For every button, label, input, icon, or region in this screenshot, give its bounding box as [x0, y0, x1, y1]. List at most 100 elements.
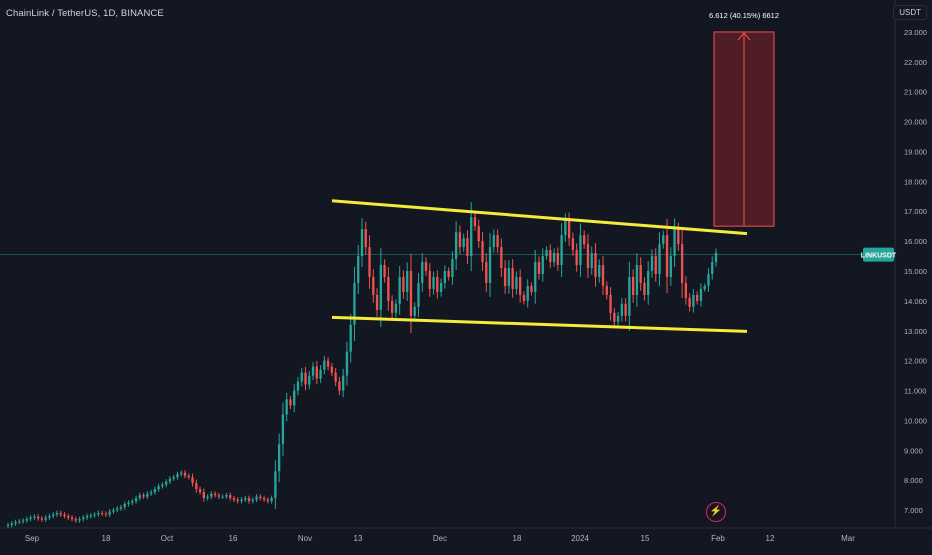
candle-body: [259, 496, 262, 499]
candle-body: [428, 271, 431, 289]
candle-body: [692, 294, 695, 307]
candle-body: [526, 285, 529, 301]
candle-body: [387, 276, 390, 301]
candle-body: [74, 519, 77, 521]
x-tick-label: 13: [354, 534, 363, 543]
candle-body: [624, 303, 627, 316]
candle-body: [161, 484, 164, 487]
candle-body: [10, 523, 13, 526]
candle-body: [82, 517, 85, 520]
candle-body: [270, 498, 273, 502]
candle-body: [168, 478, 172, 482]
candle-body: [153, 489, 157, 493]
candle-body: [29, 517, 32, 520]
candle-body: [503, 268, 507, 286]
candle-body: [357, 256, 360, 283]
candle-body: [688, 297, 691, 307]
x-tick-label: Nov: [298, 534, 312, 543]
candle-body: [225, 495, 228, 497]
currency-button[interactable]: USDT: [893, 5, 927, 20]
candle-body: [707, 274, 710, 286]
candle-body: [519, 276, 522, 295]
candle-body: [131, 501, 134, 503]
candle-body: [59, 513, 62, 515]
candle-body: [360, 229, 364, 257]
candle-body: [424, 262, 428, 272]
price-labels: LINKUSDT: [861, 247, 897, 262]
candle-body: [323, 360, 326, 370]
candle-body: [300, 372, 303, 382]
candle-body: [439, 282, 443, 292]
candle-body: [567, 220, 571, 239]
candle-body: [406, 271, 409, 292]
candle-body: [236, 499, 239, 502]
candle-body: [330, 366, 334, 373]
candle-body: [255, 496, 258, 500]
candle-body: [492, 235, 495, 248]
candle-body: [217, 495, 221, 497]
candle-body: [594, 253, 597, 277]
candle-body: [680, 244, 684, 283]
candle-body: [198, 489, 202, 493]
candle-body: [537, 262, 541, 274]
candle-body: [409, 271, 413, 316]
y-tick-label: 21.000: [904, 88, 927, 97]
candle-body: [447, 271, 450, 277]
price-axis: 7.000 8.000 9.000 10.000 11.000 12.000 13.000 1…: [904, 28, 927, 515]
candle-body: [511, 268, 514, 289]
candle-body: [274, 471, 277, 499]
lower-channel-line: [331, 315, 748, 333]
x-tick-label: 16: [229, 534, 238, 543]
candle-body: [605, 285, 608, 295]
candle-body: [394, 303, 398, 313]
candle-body: [349, 324, 352, 352]
candle-body: [564, 220, 567, 236]
candle-body: [127, 502, 130, 505]
target-arrow-head: [737, 32, 751, 41]
x-tick-label: 12: [766, 534, 775, 543]
candle-body: [375, 294, 379, 310]
candle-body: [97, 513, 100, 515]
time-axis: Sep 18 Oct 16 Nov 13 Dec 18 2024 15 Feb 12 Mar: [25, 534, 855, 543]
x-tick-label: 18: [102, 534, 111, 543]
y-tick-label: 17.000: [904, 207, 927, 216]
candle-body: [52, 514, 55, 517]
candle-body: [281, 414, 285, 445]
candle-body: [25, 519, 28, 521]
candle-body: [70, 517, 74, 520]
candle-body: [93, 514, 96, 516]
candle-body: [195, 483, 198, 490]
candle-body: [631, 276, 635, 295]
candle-body: [285, 399, 288, 415]
y-tick-label: 13.000: [904, 327, 927, 336]
candle-body: [590, 253, 593, 269]
candle-body: [142, 495, 145, 497]
y-tick-label: 10.000: [904, 416, 927, 425]
candle-body: [119, 507, 123, 509]
candle-body: [289, 399, 292, 406]
candle-body: [684, 282, 688, 298]
candle-body: [454, 232, 458, 260]
candle-body: [368, 247, 371, 277]
y-tick-label: 20.000: [904, 118, 927, 127]
candle-body: [63, 514, 66, 517]
candle-body: [277, 444, 281, 472]
candle-body: [213, 493, 217, 496]
lightning-icon[interactable]: ⚡: [706, 502, 726, 522]
candle-body: [613, 312, 616, 322]
y-tick-label: 11.000: [904, 387, 926, 396]
candle-body: [620, 303, 624, 316]
candle-body: [662, 235, 665, 245]
candle-body: [123, 504, 126, 508]
candle-body: [673, 229, 676, 257]
candle-body: [383, 265, 386, 277]
candle-body: [628, 276, 631, 316]
y-tick-label: 7.000: [904, 506, 923, 515]
candle-body: [436, 276, 439, 292]
candle-body: [458, 232, 462, 248]
candle-body: [703, 285, 706, 289]
candle-body: [44, 517, 47, 520]
candle-body: [575, 250, 578, 266]
